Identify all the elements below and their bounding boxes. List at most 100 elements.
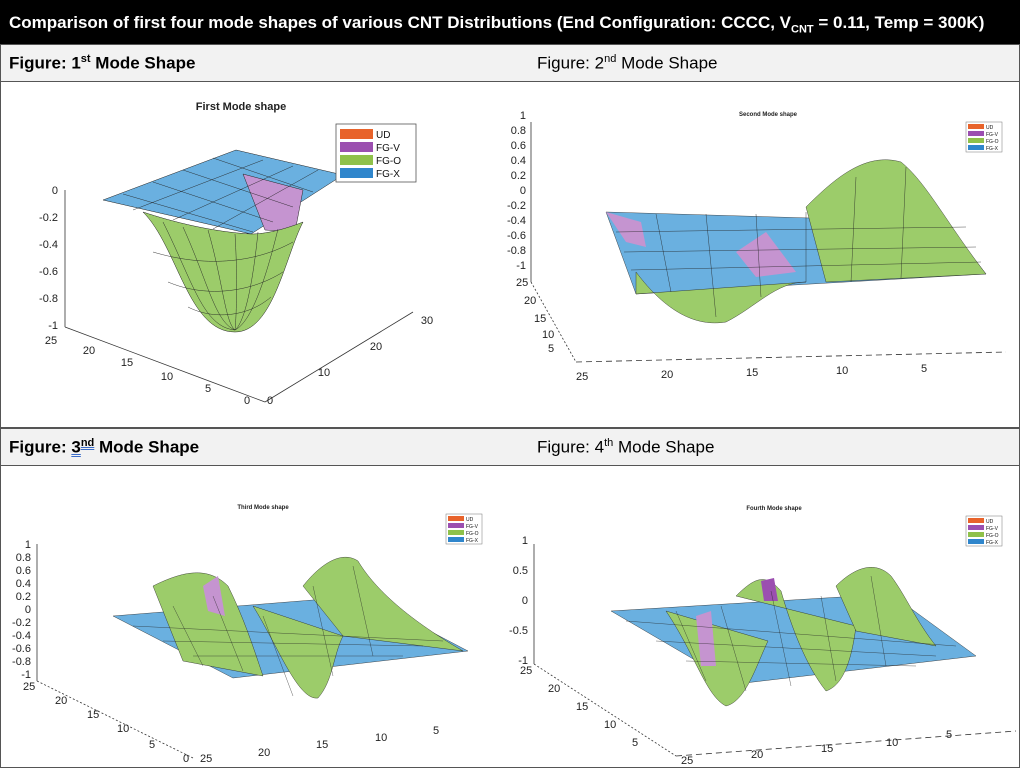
svg-text:FG-O: FG-O [986,139,999,145]
svg-text:20: 20 [83,345,95,357]
svg-text:FG-V: FG-V [986,526,999,532]
figure-row-2: Third Mode shape 1 0.8 0.6 0.4 0.2 [0,466,1020,768]
svg-text:25: 25 [45,335,57,347]
svg-text:0.5: 0.5 [513,565,528,577]
svg-text:20: 20 [548,683,560,695]
plot-first-mode: First Mode shape [3,82,503,426]
legend-fgv-swatch [340,142,373,152]
figure-1-caption: Figure: 1st Mode Shape [9,53,196,73]
svg-text:0.2: 0.2 [16,591,31,603]
svg-text:25: 25 [520,665,532,677]
svg-text:20: 20 [55,695,67,707]
svg-text:0.8: 0.8 [16,552,31,564]
svg-text:-0.6: -0.6 [12,643,31,655]
plot-second-mode: Second Mode shape 1 0.8 0.6 0.4 0 [506,82,1018,426]
svg-text:1: 1 [25,539,31,551]
svg-text:15: 15 [746,367,758,379]
svg-text:0: 0 [520,185,526,197]
svg-text:Third Mode shape: Third Mode shape [237,505,289,511]
svg-text:FG-X: FG-X [986,146,999,152]
svg-text:-0.4: -0.4 [507,215,526,227]
plot-fourth-mode: Fourth Mode shape 1 0.5 0 -0.5 [506,466,1018,766]
svg-text:1: 1 [522,535,528,547]
svg-text:5: 5 [632,737,638,749]
svg-text:0.6: 0.6 [16,565,31,577]
first-y-ticks: 25 20 15 10 5 0 [45,335,250,407]
svg-text:Fourth Mode shape: Fourth Mode shape [746,506,802,512]
figure-row-1-header: Figure: 1st Mode Shape Figure: 2nd Mode … [0,44,1020,82]
svg-text:15: 15 [316,739,328,751]
second-x-ticks: 25 20 15 10 5 [576,363,927,383]
page-title-subscript: CNT [791,23,814,36]
svg-text:0.4: 0.4 [16,578,31,590]
svg-text:15: 15 [87,709,99,721]
svg-text:10: 10 [375,732,387,744]
fourth-mode-surface [610,567,977,707]
svg-text:0.6: 0.6 [511,140,526,152]
fourth-legend: UD FG-V FG-O FG-X [965,515,1003,547]
svg-text:0: 0 [25,604,31,616]
svg-text:0: 0 [52,185,58,197]
svg-text:25: 25 [23,681,35,693]
svg-text:-0.8: -0.8 [39,293,58,305]
svg-text:25: 25 [681,755,693,766]
first-surface-bowl [142,211,304,333]
first-z-ticks: 0 -0.2 -0.4 -0.6 -0.8 -1 [39,185,58,332]
svg-text:UD: UD [466,517,474,523]
svg-text:15: 15 [534,313,546,325]
second-z-ticks: 1 0.8 0.6 0.4 0.2 0 -0.2 -0.4 -0.6 -0.8 … [507,110,526,272]
svg-text:10: 10 [604,719,616,731]
svg-text:0: 0 [267,395,273,407]
svg-text:UD: UD [986,519,994,525]
second-legend: UD FG-V FG-O FG-X [965,121,1003,153]
svg-text:30: 30 [421,315,433,327]
fourth-x-ticks: 25 20 15 10 5 [681,729,952,766]
svg-text:10: 10 [836,365,848,377]
page-title-suffix: = 0.11, Temp = 300K) [813,13,985,32]
svg-text:0: 0 [244,395,250,407]
svg-text:-0.6: -0.6 [39,266,58,278]
first-legend: UD FG-V FG-O FG-X [335,123,417,183]
second-mode-surface [605,159,987,324]
svg-text:FG-V: FG-V [376,143,400,154]
svg-text:-0.8: -0.8 [12,656,31,668]
svg-text:0.2: 0.2 [511,170,526,182]
figure-4-caption: Figure: 4th Mode Shape [537,437,715,457]
third-legend: UD FG-V FG-O FG-X [445,513,483,545]
first-x-ticks: 0 10 20 30 [267,315,433,407]
svg-text:FG-X: FG-X [986,540,999,546]
svg-text:0.8: 0.8 [511,125,526,137]
svg-text:FG-V: FG-V [986,132,999,138]
svg-text:FG-X: FG-X [466,538,479,544]
svg-text:-1: -1 [48,320,58,332]
svg-text:5: 5 [433,725,439,737]
svg-text:10: 10 [117,723,129,735]
svg-text:5: 5 [548,343,554,355]
fourth-z-ticks: 1 0.5 0 -0.5 -1 [509,535,528,667]
svg-text:15: 15 [576,701,588,713]
svg-text:5: 5 [946,729,952,741]
second-mode-svg: Second Mode shape 1 0.8 0.6 0.4 0 [507,110,1007,383]
svg-text:-0.4: -0.4 [39,239,58,251]
svg-text:10: 10 [161,371,173,383]
svg-text:25: 25 [200,753,212,765]
svg-text:20: 20 [661,369,673,381]
third-x-ticks: 25 20 15 10 5 [200,725,439,765]
svg-text:FG-V: FG-V [466,524,479,530]
svg-text:Second Mode shape: Second Mode shape [739,112,798,118]
figure-row-1: First Mode shape [0,82,1020,428]
third-z-ticks: 1 0.8 0.6 0.4 0.2 0 -0.2 -0.4 -0.6 -0.8 … [12,539,31,681]
first-mode-svg: First Mode shape [39,101,433,407]
svg-text:25: 25 [516,277,528,289]
svg-text:5: 5 [205,383,211,395]
svg-text:15: 15 [821,743,833,755]
svg-text:-0.5: -0.5 [509,625,528,637]
svg-text:-1: -1 [518,655,528,667]
page-title-prefix: Comparison of first four mode shapes of … [9,13,792,32]
first-y-axis [64,326,266,403]
svg-text:0: 0 [183,753,189,765]
svg-text:-0.2: -0.2 [39,212,58,224]
svg-text:UD: UD [986,125,994,131]
svg-text:-0.6: -0.6 [507,230,526,242]
first-surface-top [102,149,344,235]
